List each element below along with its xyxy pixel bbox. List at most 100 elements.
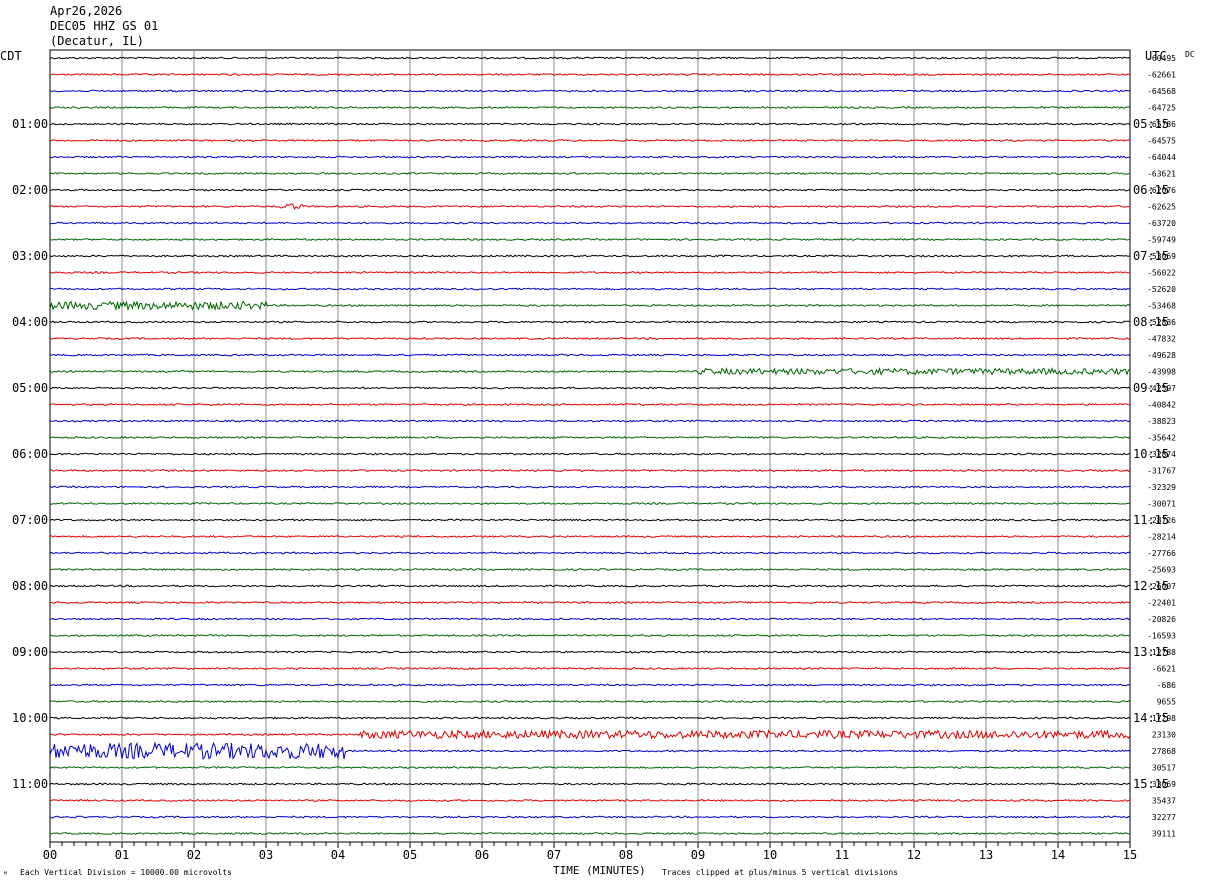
dc-offset-label: -43998 — [1147, 368, 1176, 377]
seismic-trace — [49, 551, 1131, 555]
seismic-trace — [49, 287, 1131, 291]
cdt-time-label: 02:00 — [12, 183, 48, 197]
dc-offset-label: 39111 — [1152, 830, 1176, 839]
seismic-trace — [50, 600, 1131, 605]
seismic-trace — [49, 139, 1131, 142]
dc-offset-label: -62625 — [1147, 203, 1176, 212]
seismic-trace — [49, 683, 1131, 687]
corner-glyph: ᴹ — [3, 870, 8, 879]
dc-offset-label: -63621 — [1147, 170, 1176, 179]
utc-time-label: 10:15 — [1133, 447, 1169, 461]
seismic-trace — [49, 419, 1131, 423]
dc-offset-label: -28726 — [1147, 516, 1176, 525]
seismic-trace — [49, 353, 1131, 357]
cdt-time-label: 05:00 — [12, 381, 48, 395]
header-location: (Decatur, IL) — [50, 34, 144, 48]
dc-offset-label: -31767 — [1147, 467, 1176, 476]
cdt-time-label: 09:00 — [12, 645, 48, 659]
utc-time-label: 06:15 — [1133, 183, 1169, 197]
cdt-time-label: 10:00 — [12, 711, 48, 725]
seismic-trace — [49, 716, 1131, 720]
seismic-trace — [49, 320, 1131, 324]
dc-offset-label: -63720 — [1147, 219, 1176, 228]
utc-time-label: 14:15 — [1133, 711, 1169, 725]
footer-clip-note: Traces clipped at plus/minus 5 vertical … — [662, 868, 899, 877]
dc-offset-label: 9655 — [1157, 698, 1176, 707]
seismic-trace — [49, 728, 1131, 741]
dc-offset-label: -64725 — [1147, 104, 1176, 113]
utc-time-label: 07:15 — [1133, 249, 1169, 263]
dc-offset-label: 17298 — [1152, 714, 1176, 723]
cdt-header-label: CDT — [0, 49, 22, 63]
x-tick-label: 10 — [763, 848, 777, 862]
dc-offset-label: -22401 — [1147, 599, 1176, 608]
cdt-time-label: 06:00 — [12, 447, 48, 461]
dc-offset-label: -64575 — [1147, 137, 1176, 146]
utc-time-label: 13:15 — [1133, 645, 1169, 659]
dc-offset-label: 35437 — [1152, 797, 1176, 806]
dc-offset-label: -32329 — [1147, 483, 1176, 492]
plot-frame — [49, 49, 1131, 843]
utc-time-label: 12:15 — [1133, 579, 1169, 593]
dc-offset-label: -35642 — [1147, 434, 1176, 443]
seismic-trace — [49, 367, 1131, 376]
dc-header-label: DC — [1185, 50, 1195, 59]
cdt-time-label: 04:00 — [12, 315, 48, 329]
dc-offset-label: -52620 — [1147, 285, 1176, 294]
x-tick-label: 09 — [691, 848, 705, 862]
seismic-trace — [49, 634, 1131, 637]
dc-offset-label: -62076 — [1147, 186, 1176, 195]
dc-offset-label: -42597 — [1147, 384, 1176, 393]
dc-offset-label: 30517 — [1152, 764, 1176, 773]
dc-offset-label: -62661 — [1147, 71, 1176, 80]
seismic-trace — [49, 831, 1131, 836]
seismic-trace — [49, 89, 1131, 93]
dc-offset-label: -30071 — [1147, 500, 1176, 509]
dc-offset-label: -53468 — [1147, 302, 1176, 311]
seismic-trace — [49, 386, 1131, 390]
seismic-trace — [49, 155, 1131, 159]
dc-offset-label: 23130 — [1152, 731, 1176, 740]
seismic-trace — [49, 667, 1131, 670]
seismic-trace — [49, 700, 1131, 703]
seismic-trace — [49, 403, 1131, 406]
dc-offset-label: -56022 — [1147, 269, 1176, 278]
dc-offset-label: -49628 — [1147, 351, 1176, 360]
dc-offset-label: -65786 — [1147, 120, 1176, 129]
seismic-trace — [49, 766, 1131, 770]
seismic-trace — [49, 300, 1131, 312]
dc-offset-label: -53069 — [1147, 252, 1176, 261]
dc-offset-label: -32874 — [1147, 450, 1176, 459]
cdt-time-label: 01:00 — [12, 117, 48, 131]
x-tick-label: 07 — [547, 848, 561, 862]
cdt-time-label: 08:00 — [12, 579, 48, 593]
seismic-trace — [49, 535, 1131, 538]
x-tick-label: 13 — [979, 848, 993, 862]
x-tick-label: 11 — [835, 848, 849, 862]
seismic-trace — [49, 56, 1131, 60]
footer-division: Each Vertical Division = 10000.00 microv… — [20, 868, 232, 877]
seismic-trace — [49, 106, 1131, 109]
dc-offset-label: -59749 — [1147, 236, 1176, 245]
x-tick-label: 01 — [115, 848, 129, 862]
dc-offset-label: -6621 — [1152, 665, 1176, 674]
dc-offset-label: -20826 — [1147, 615, 1176, 624]
seismic-trace — [49, 254, 1131, 258]
utc-time-label: 11:15 — [1133, 513, 1169, 527]
dc-offset-label: 33069 — [1152, 780, 1176, 789]
seismic-trace — [49, 815, 1131, 819]
header-date: Apr26,2026 — [50, 4, 123, 18]
dc-offset-label: -686 — [1157, 681, 1176, 690]
dc-offset-label: -26007 — [1147, 582, 1176, 591]
seismic-trace — [49, 485, 1131, 489]
seismic-trace — [49, 518, 1131, 522]
cdt-time-label: 07:00 — [12, 513, 48, 527]
x-tick-label: 04 — [331, 848, 345, 862]
seismic-trace — [49, 122, 1131, 126]
dc-offset-label: -64568 — [1147, 87, 1176, 96]
dc-offset-label: 27868 — [1152, 747, 1176, 756]
header-station: DEC05 HHZ GS 01 — [50, 19, 159, 33]
utc-time-label: 15:15 — [1133, 777, 1169, 791]
seismic-trace — [49, 337, 1131, 340]
utc-header-label: UTC — [1145, 49, 1167, 63]
